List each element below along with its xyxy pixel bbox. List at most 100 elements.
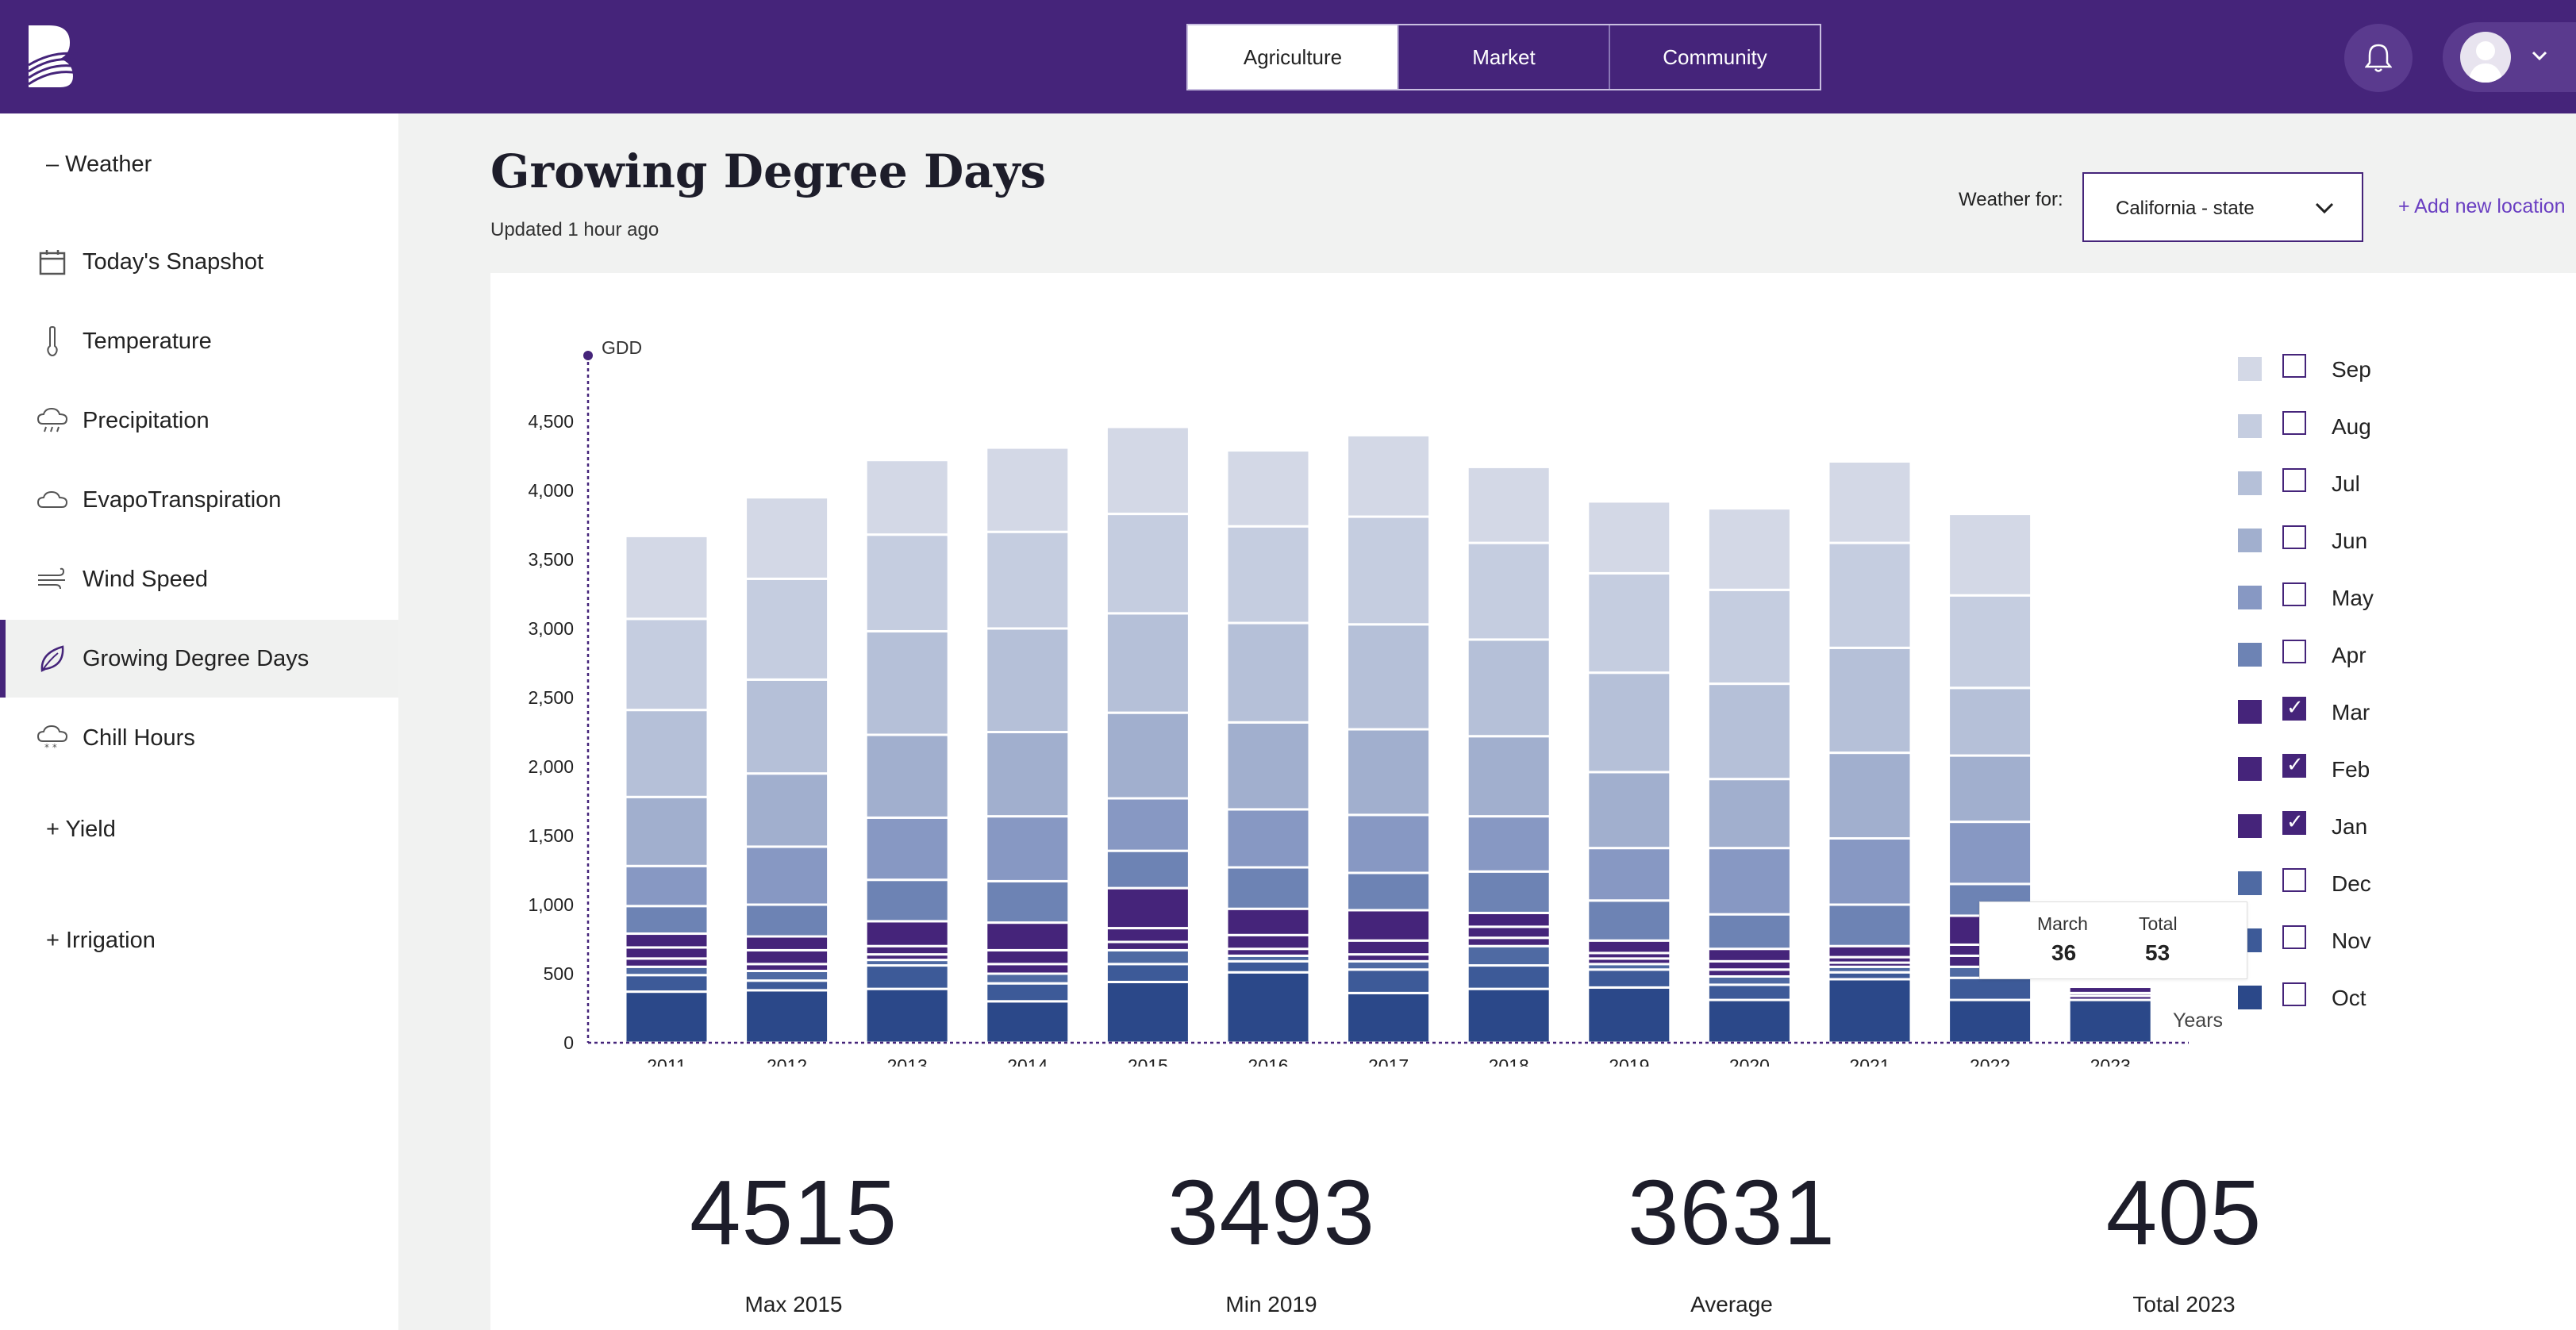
- bar-segment-oct-2017[interactable]: [1346, 991, 1432, 1044]
- bar-segment-aug-2022[interactable]: [1947, 594, 2033, 690]
- legend-checkbox-sep[interactable]: [2282, 354, 2306, 378]
- bar-segment-jul-2016[interactable]: [1225, 621, 1311, 724]
- bar-segment-aug-2012[interactable]: [744, 577, 830, 681]
- bar-segment-sep-2021[interactable]: [1827, 459, 1913, 544]
- bar-segment-dec-2015[interactable]: [1105, 948, 1190, 966]
- bar-segment-nov-2014[interactable]: [985, 982, 1071, 1003]
- bar-segment-jan-2011[interactable]: [624, 957, 709, 968]
- bar-segment-oct-2019[interactable]: [1586, 986, 1672, 1044]
- bar-segment-may-2011[interactable]: [624, 864, 709, 908]
- bar-segment-dec-2017[interactable]: [1346, 959, 1432, 971]
- bar-segment-feb-2015[interactable]: [1105, 927, 1190, 944]
- bar-segment-aug-2018[interactable]: [1466, 541, 1551, 641]
- bar-segment-jul-2014[interactable]: [985, 627, 1071, 733]
- bar-segment-sep-2014[interactable]: [985, 446, 1071, 533]
- bar-segment-sep-2020[interactable]: [1706, 507, 1792, 591]
- sidebar-section-weather[interactable]: – Weather: [46, 152, 152, 177]
- tab-market[interactable]: Market: [1398, 25, 1609, 89]
- user-menu[interactable]: [2443, 22, 2576, 92]
- bar-segment-jul-2021[interactable]: [1827, 646, 1913, 755]
- bar-segment-aug-2017[interactable]: [1346, 515, 1432, 626]
- bar-segment-aug-2016[interactable]: [1225, 525, 1311, 625]
- bar-segment-oct-2022[interactable]: [1947, 998, 2033, 1044]
- bar-segment-mar-2012[interactable]: [744, 935, 830, 951]
- bar-segment-nov-2015[interactable]: [1105, 963, 1190, 983]
- bar-segment-may-2022[interactable]: [1947, 821, 2033, 886]
- bar-segment-oct-2021[interactable]: [1827, 978, 1913, 1044]
- bar-segment-sep-2017[interactable]: [1346, 433, 1432, 518]
- bar-segment-jun-2021[interactable]: [1827, 751, 1913, 840]
- bar-segment-nov-2020[interactable]: [1706, 983, 1792, 1001]
- bar-segment-feb-2020[interactable]: [1706, 959, 1792, 971]
- tab-agriculture[interactable]: Agriculture: [1188, 25, 1398, 89]
- sidebar-item-growing-degree-days[interactable]: Growing Degree Days: [0, 620, 398, 698]
- bar-segment-feb-2018[interactable]: [1466, 925, 1551, 940]
- bar-segment-nov-2016[interactable]: [1225, 959, 1311, 974]
- bar-segment-jul-2020[interactable]: [1706, 682, 1792, 781]
- bar-segment-mar-2020[interactable]: [1706, 948, 1792, 963]
- bar-segment-apr-2011[interactable]: [624, 905, 709, 936]
- bar-segment-mar-2015[interactable]: [1105, 886, 1190, 930]
- bar-segment-aug-2019[interactable]: [1586, 571, 1672, 675]
- sidebar-item-temperature[interactable]: Temperature: [0, 302, 398, 380]
- bar-segment-may-2012[interactable]: [744, 845, 830, 906]
- bar-segment-feb-2013[interactable]: [864, 944, 950, 956]
- bar-segment-mar-2016[interactable]: [1225, 907, 1311, 936]
- bar-segment-jul-2017[interactable]: [1346, 623, 1432, 731]
- bar-segment-may-2017[interactable]: [1346, 813, 1432, 874]
- bar-segment-jun-2013[interactable]: [864, 733, 950, 819]
- bar-segment-mar-2017[interactable]: [1346, 909, 1432, 942]
- legend-checkbox-jun[interactable]: [2282, 525, 2306, 549]
- bar-segment-aug-2020[interactable]: [1706, 588, 1792, 686]
- bar-segment-apr-2015[interactable]: [1105, 849, 1190, 890]
- add-location-link[interactable]: + Add new location: [2398, 195, 2566, 217]
- bar-segment-may-2016[interactable]: [1225, 808, 1311, 869]
- legend-checkbox-may[interactable]: [2282, 582, 2306, 606]
- legend-checkbox-nov[interactable]: [2282, 925, 2306, 949]
- bar-segment-apr-2020[interactable]: [1706, 913, 1792, 951]
- bar-segment-nov-2018[interactable]: [1466, 964, 1551, 990]
- bar-segment-oct-2013[interactable]: [864, 987, 950, 1044]
- bar-segment-jun-2020[interactable]: [1706, 778, 1792, 850]
- bar-segment-jun-2019[interactable]: [1586, 771, 1672, 850]
- bar-segment-aug-2014[interactable]: [985, 530, 1071, 630]
- bar-segment-feb-2011[interactable]: [624, 946, 709, 960]
- bar-segment-feb-2014[interactable]: [985, 948, 1071, 966]
- bar-segment-sep-2015[interactable]: [1105, 425, 1190, 516]
- bar-segment-nov-2012[interactable]: [744, 979, 830, 992]
- bar-segment-sep-2019[interactable]: [1586, 500, 1672, 575]
- bar-segment-jul-2019[interactable]: [1586, 671, 1672, 774]
- bar-segment-sep-2013[interactable]: [864, 459, 950, 536]
- legend-checkbox-dec[interactable]: [2282, 868, 2306, 892]
- bar-segment-apr-2012[interactable]: [744, 903, 830, 938]
- bar-segment-oct-2012[interactable]: [744, 989, 830, 1044]
- sidebar-item-evapotranspiration[interactable]: EvapoTranspiration: [0, 461, 398, 539]
- bar-segment-sep-2018[interactable]: [1466, 465, 1551, 544]
- bar-segment-dec-2014[interactable]: [985, 972, 1071, 985]
- bar-segment-dec-2012[interactable]: [744, 970, 830, 982]
- bar-segment-nov-2022[interactable]: [1947, 976, 2033, 1001]
- bar-segment-oct-2014[interactable]: [985, 1000, 1071, 1044]
- bar-segment-sep-2012[interactable]: [744, 496, 830, 580]
- bar-segment-jun-2014[interactable]: [985, 731, 1071, 818]
- bar-segment-may-2021[interactable]: [1827, 836, 1913, 906]
- bar-segment-mar-2014[interactable]: [985, 921, 1071, 951]
- sidebar-item-precipitation[interactable]: Precipitation: [0, 382, 398, 459]
- bar-segment-jul-2012[interactable]: [744, 678, 830, 775]
- bar-segment-sep-2022[interactable]: [1947, 513, 2033, 597]
- bar-segment-dec-2018[interactable]: [1466, 944, 1551, 967]
- bar-segment-jun-2015[interactable]: [1105, 711, 1190, 800]
- sidebar-section-yield[interactable]: + Yield: [46, 817, 116, 842]
- location-select[interactable]: California - state: [2082, 172, 2363, 242]
- bar-segment-dec-2011[interactable]: [624, 965, 709, 977]
- bar-segment-nov-2011[interactable]: [624, 974, 709, 994]
- sidebar-item-todays-snapshot[interactable]: Today's Snapshot: [0, 223, 398, 301]
- bar-segment-jan-2018[interactable]: [1466, 936, 1551, 948]
- bar-segment-may-2014[interactable]: [985, 815, 1071, 882]
- bar-segment-aug-2021[interactable]: [1827, 541, 1913, 649]
- bar-segment-mar-2018[interactable]: [1466, 911, 1551, 928]
- bar-segment-jul-2022[interactable]: [1947, 686, 2033, 757]
- bar-segment-mar-2013[interactable]: [864, 920, 950, 948]
- legend-checkbox-jul[interactable]: [2282, 468, 2306, 492]
- bar-segment-dec-2020[interactable]: [1706, 974, 1792, 986]
